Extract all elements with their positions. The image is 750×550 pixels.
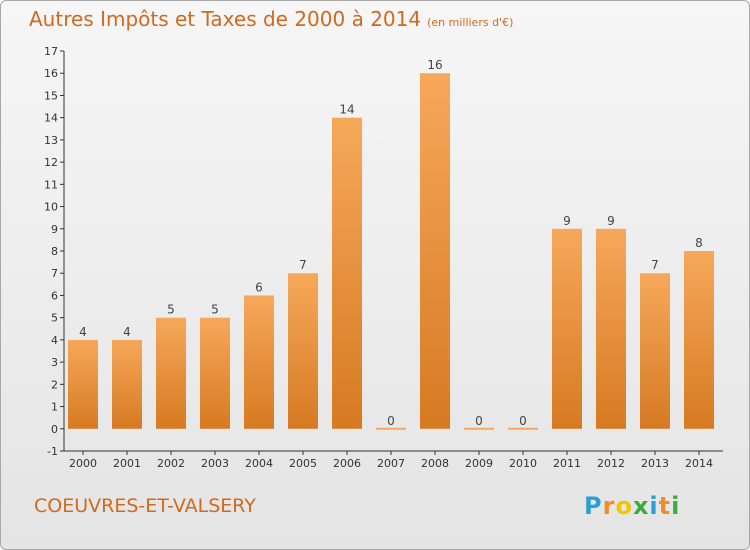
bar-value-label: 5 <box>167 303 175 317</box>
bar <box>332 117 362 429</box>
bar-value-label: 0 <box>475 414 483 428</box>
x-tick-label: 2010 <box>509 457 537 470</box>
bar-value-label: 0 <box>387 414 395 428</box>
x-tick-label: 2014 <box>685 457 713 470</box>
y-tick-label: 10 <box>44 201 58 214</box>
y-tick-label: 7 <box>51 267 58 280</box>
y-tick-label: 13 <box>44 134 58 147</box>
bar-value-label: 4 <box>79 325 87 339</box>
bar-value-label: 14 <box>339 103 354 117</box>
bar-value-label: 8 <box>695 236 703 250</box>
x-tick-label: 2009 <box>465 457 493 470</box>
y-tick-label: 0 <box>51 423 58 436</box>
x-tick-label: 2000 <box>69 457 97 470</box>
bar-value-label: 5 <box>211 303 219 317</box>
bar-value-label: 16 <box>427 58 442 72</box>
bar-value-label: 9 <box>563 214 571 228</box>
logo-letter: o <box>615 492 633 520</box>
y-tick-label: 4 <box>51 334 58 347</box>
bar <box>288 273 318 429</box>
bar-value-label: 0 <box>519 414 527 428</box>
logo-letter: i <box>649 492 659 520</box>
x-tick-label: 2007 <box>377 457 405 470</box>
bar <box>420 73 450 429</box>
x-tick-label: 2001 <box>113 457 141 470</box>
logo-letter: P <box>584 492 603 520</box>
title-text: Autres Impôts et Taxes de 2000 à 2014 <box>29 7 422 31</box>
y-tick-label: 1 <box>51 401 58 414</box>
bar <box>200 317 230 429</box>
logo-letter: r <box>602 492 616 520</box>
bar-value-label: 6 <box>255 280 263 294</box>
x-tick-label: 2008 <box>421 457 449 470</box>
x-tick-label: 2011 <box>553 457 581 470</box>
logo-letter: t <box>658 492 672 520</box>
x-tick-label: 2003 <box>201 457 229 470</box>
x-tick-label: 2004 <box>245 457 273 470</box>
bar-value-label: 7 <box>651 258 659 272</box>
bar <box>508 427 538 430</box>
y-tick-label: 17 <box>44 45 58 58</box>
bar <box>464 427 494 430</box>
bar <box>112 339 142 429</box>
bar-value-label: 4 <box>123 325 131 339</box>
bar <box>376 427 406 430</box>
y-tick-label: 8 <box>51 245 58 258</box>
x-tick-label: 2002 <box>157 457 185 470</box>
y-tick-label: 16 <box>44 67 58 80</box>
x-tick-label: 2006 <box>333 457 361 470</box>
bar <box>244 295 274 429</box>
bar <box>68 339 98 429</box>
bar <box>552 228 582 429</box>
bar <box>156 317 186 429</box>
proxiti-logo: Proxiti <box>584 492 680 520</box>
y-tick-label: 5 <box>51 312 58 325</box>
y-tick-label: -1 <box>47 445 58 458</box>
x-tick-label: 2005 <box>289 457 317 470</box>
x-tick-label: 2013 <box>641 457 669 470</box>
title-unit: (en milliers d'€) <box>427 16 514 29</box>
y-tick-label: 15 <box>44 89 58 102</box>
x-tick-label: 2012 <box>597 457 625 470</box>
chart-title: Autres Impôts et Taxes de 2000 à 2014 (en… <box>29 7 513 31</box>
town-name: COEUVRES-ET-VALSERY <box>34 495 256 517</box>
logo-letter: i <box>671 492 681 520</box>
bar <box>640 273 670 429</box>
bars-layer: 4 4 5 5 6 7 14 0 16 0 0 9 9 7 8 <box>68 58 714 430</box>
bar <box>596 228 626 429</box>
bar <box>684 251 714 429</box>
y-tick-label: 9 <box>51 223 58 236</box>
y-tick-label: 11 <box>44 178 58 191</box>
logo-letter: x <box>632 492 650 520</box>
y-tick-label: 6 <box>51 289 58 302</box>
y-tick-label: 2 <box>51 378 58 391</box>
y-tick-label: 12 <box>44 156 58 169</box>
y-tick-label: 14 <box>44 112 58 125</box>
y-tick-label: 3 <box>51 356 58 369</box>
bar-value-label: 7 <box>299 258 307 272</box>
bar-value-label: 9 <box>607 214 615 228</box>
